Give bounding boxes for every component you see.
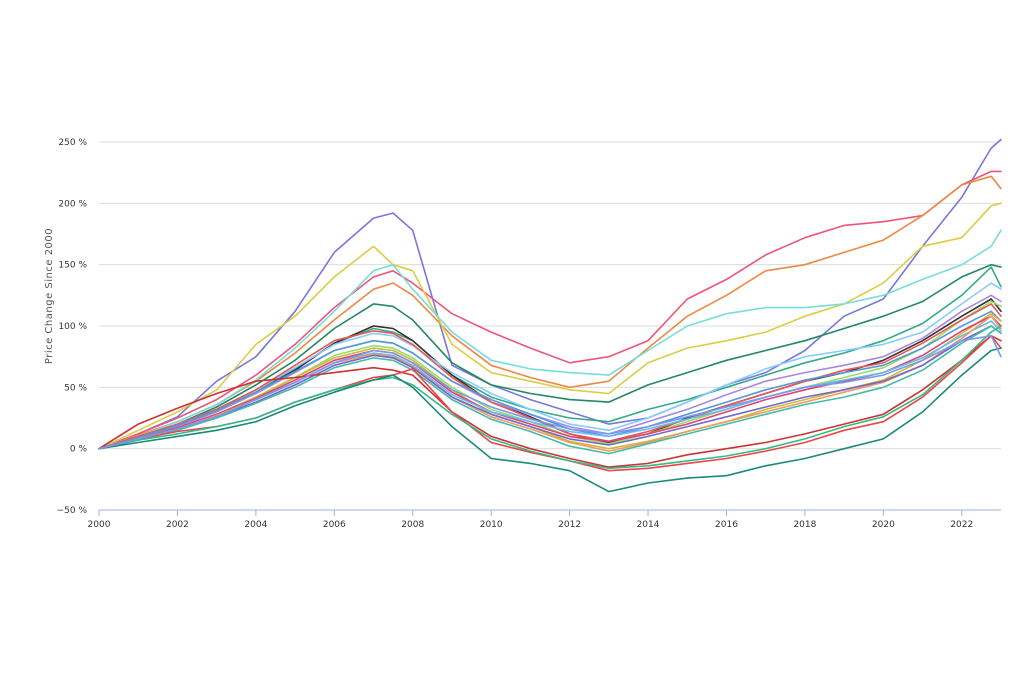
x-tick-label: 2018 (793, 520, 816, 530)
series-line-3[interactable] (98, 175, 1002, 450)
gridlines (99, 141, 1001, 450)
y-tick-label: 100 % (58, 322, 87, 332)
series-line-19[interactable] (98, 325, 1002, 455)
series-line-22[interactable] (98, 325, 1002, 470)
x-tick-label: 2002 (166, 520, 189, 530)
x-tick-label: 2006 (323, 520, 346, 530)
y-tick-label: 50 % (64, 383, 87, 393)
series-line-18[interactable] (98, 325, 1002, 450)
x-tick-label: 2000 (88, 520, 111, 530)
y-axis: −50 % 0 % 50 % 100 % 150 % 200 % 250 % (57, 138, 88, 516)
series-line-10[interactable] (98, 294, 1002, 450)
x-axis: 2000 2002 2004 2006 2008 2010 2012 2014 2016 2018… (88, 509, 1001, 530)
series-line-20[interactable] (98, 335, 1002, 468)
y-tick-label: 250 % (58, 138, 87, 148)
series-lines (98, 138, 1002, 493)
x-tick-label: 2016 (715, 520, 738, 530)
x-tick-label: 2022 (950, 520, 973, 530)
series-line-5[interactable] (98, 229, 1002, 450)
series-line-4[interactable] (98, 202, 1002, 450)
series-line-24[interactable] (98, 335, 1002, 450)
x-tick-label: 2014 (637, 520, 660, 530)
y-tick-label: 0 % (70, 445, 88, 455)
series-line-13[interactable] (98, 310, 1002, 450)
y-tick-label: 200 % (58, 199, 87, 209)
x-tick-label: 2008 (401, 520, 424, 530)
series-line-2[interactable] (98, 170, 1002, 450)
series-line-14[interactable] (98, 312, 1002, 450)
x-tick-label: 2012 (558, 520, 581, 530)
y-axis-label: Price Change Since 2000 (44, 228, 55, 364)
x-tick-label: 2004 (244, 520, 267, 530)
y-tick-label: 150 % (58, 261, 87, 271)
x-tick-label: 2020 (872, 520, 895, 530)
y-tick-label: −50 % (57, 506, 88, 516)
x-tick-label: 2010 (480, 520, 503, 530)
series-line-23[interactable] (98, 347, 1002, 493)
series-line-1[interactable] (98, 138, 1002, 450)
